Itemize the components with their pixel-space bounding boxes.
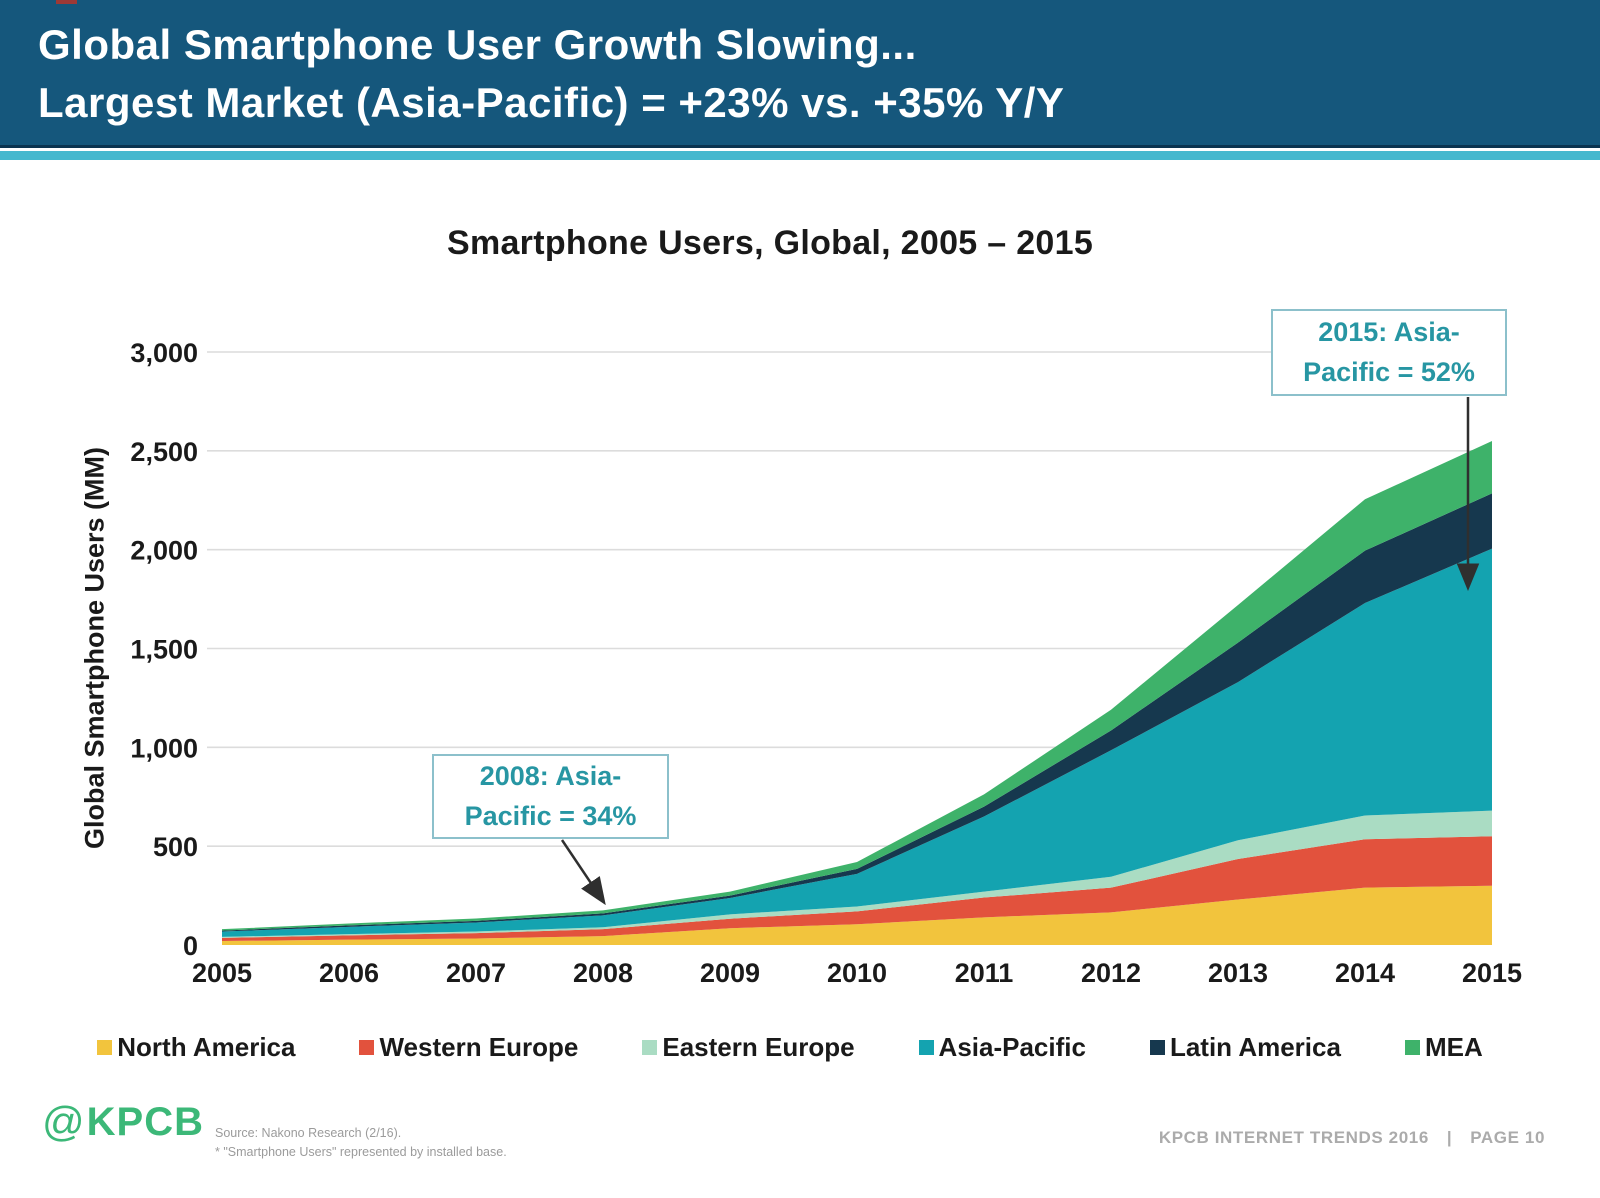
x-tick-2007: 2007 — [446, 958, 506, 988]
x-tick-2008: 2008 — [573, 958, 633, 988]
x-axis-ticks: 2005 2006 2007 2008 2009 2010 2011 2012 2013 2014… — [192, 958, 1522, 988]
legend-swatch-icon — [359, 1040, 375, 1055]
annotation-arrows — [560, 397, 1480, 906]
slide-title-line1: Global Smartphone User Growth Slowing... — [38, 21, 917, 68]
area-north-america — [222, 885, 1492, 945]
header-accent-stripe — [0, 151, 1600, 160]
callout-2008-line1: 2008: Asia- — [479, 761, 622, 792]
x-tick-2011: 2011 — [955, 958, 1014, 988]
x-tick-2010: 2010 — [827, 958, 887, 988]
callout-2015-line1: 2015: Asia- — [1318, 317, 1460, 348]
legend-label: Western Europe — [379, 1032, 579, 1062]
kpcb-logo-at-icon: @ — [42, 1098, 85, 1145]
y-tick-2,500: 2,500 — [130, 437, 198, 467]
legend-item-western-europe: Western Europe — [359, 1032, 578, 1063]
y-tick-1,000: 1,000 — [130, 733, 198, 763]
x-tick-2015: 2015 — [1462, 958, 1522, 988]
legend-swatch-icon — [97, 1040, 113, 1055]
source-note: Source: Nakono Research (2/16). * "Smart… — [215, 1124, 507, 1163]
x-tick-2009: 2009 — [700, 958, 760, 988]
legend-item-north-america: North America — [97, 1032, 295, 1063]
area-eastern-europe — [222, 810, 1492, 938]
slide-header: Global Smartphone User Growth Slowing...… — [0, 0, 1600, 148]
y-axis-ticks: 0 500 1,000 1,500 2,000 2,500 3,000 — [130, 338, 198, 961]
legend-swatch-icon — [1149, 1040, 1165, 1055]
legend-item-asia-pacific: Asia-Pacific — [918, 1032, 1086, 1063]
legend-swatch-icon — [918, 1040, 934, 1055]
chart-legend: North America Western Europe Eastern Europ… — [60, 1032, 1520, 1063]
legend-swatch-icon — [1404, 1040, 1420, 1055]
kpcb-logo: @ KPCB — [42, 1098, 204, 1146]
video-progress-artifact — [56, 0, 77, 4]
x-tick-2013: 2013 — [1208, 958, 1268, 988]
x-tick-2012: 2012 — [1081, 958, 1141, 988]
callout-2008-asia-pacific: 2008: Asia- Pacific = 34% — [432, 754, 669, 839]
y-tick-2,000: 2,000 — [130, 536, 198, 566]
legend-swatch-icon — [642, 1040, 658, 1055]
legend-label: North America — [117, 1032, 296, 1062]
footer-page-number: PAGE 10 — [1470, 1128, 1545, 1147]
legend-item-latin-america: Latin America — [1149, 1032, 1341, 1063]
area-series — [222, 440, 1492, 945]
legend-item-eastern-europe: Eastern Europe — [642, 1032, 855, 1063]
legend-item-mea: MEA — [1404, 1032, 1483, 1063]
area-asia-pacific — [222, 548, 1492, 937]
callout-2008-line2: Pacific = 34% — [464, 800, 637, 831]
arrow-2008 — [560, 839, 606, 906]
footer-separator: | — [1446, 1128, 1453, 1147]
legend-label: MEA — [1424, 1032, 1483, 1062]
legend-label: Eastern Europe — [662, 1032, 855, 1062]
kpcb-logo-name: KPCB — [86, 1099, 204, 1144]
legend-label: Latin America — [1169, 1032, 1341, 1062]
x-tick-2005: 2005 — [192, 958, 252, 988]
x-tick-2014: 2014 — [1335, 958, 1395, 988]
callout-2015-asia-pacific: 2015: Asia- Pacific = 52% — [1271, 309, 1507, 396]
source-line2: * "Smartphone Users" represented by inst… — [215, 1145, 507, 1160]
footer-right: KPCB INTERNET TRENDS 2016 | PAGE 10 — [1159, 1128, 1545, 1148]
y-tick-0: 0 — [183, 931, 198, 961]
source-line1: Source: Nakono Research (2/16). — [215, 1126, 402, 1140]
slide-title-line2: Largest Market (Asia-Pacific) = +23% vs.… — [38, 78, 1065, 126]
y-tick-3,000: 3,000 — [130, 338, 198, 368]
area-western-europe — [222, 836, 1492, 942]
slide-title: Global Smartphone User Growth Slowing...… — [0, 0, 1600, 132]
chart-title: Smartphone Users, Global, 2005 – 2015 — [446, 224, 1094, 262]
callout-2015-line2: Pacific = 52% — [1303, 356, 1475, 387]
y-tick-500: 500 — [153, 832, 198, 862]
footer-deck-title: KPCB INTERNET TRENDS 2016 — [1158, 1128, 1429, 1147]
legend-label: Asia-Pacific — [938, 1032, 1086, 1062]
x-tick-2006: 2006 — [319, 958, 379, 988]
y-tick-1,500: 1,500 — [130, 635, 198, 665]
